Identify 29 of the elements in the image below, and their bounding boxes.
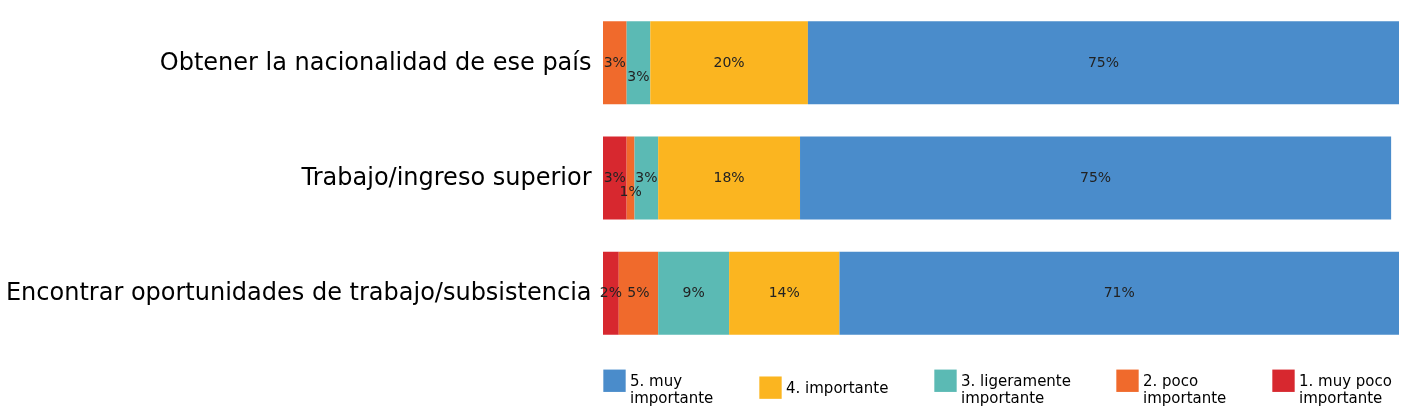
- data-label: 3%: [603, 169, 626, 185]
- data-label: 71%: [1103, 284, 1135, 301]
- data-label: 5%: [627, 284, 650, 301]
- bar: [658, 136, 801, 220]
- bar: [626, 21, 651, 105]
- legend-label: 3. ligeramente importante: [961, 371, 1071, 407]
- legend-label: 2. poco importante: [1143, 371, 1227, 407]
- bar: [839, 251, 1399, 335]
- bar: [650, 21, 808, 105]
- data-label: 14%: [768, 284, 800, 301]
- bar: [729, 251, 840, 335]
- legend-label: 5. muy importante: [630, 371, 714, 407]
- bar: [603, 21, 627, 105]
- bar: [800, 136, 1392, 220]
- data-label: 3%: [603, 53, 626, 70]
- bar: [807, 21, 1399, 105]
- data-label: 3%: [627, 67, 650, 84]
- data-label: 75%: [1080, 169, 1112, 185]
- data-label: 9%: [682, 284, 705, 301]
- data-label: 20%: [713, 53, 745, 70]
- y-tick-label: Encontrar oportunidades de trabajo/subsistencia: [5, 278, 592, 307]
- legend-label: 1. muy poco importante: [1299, 371, 1392, 407]
- bar: [658, 251, 730, 335]
- data-label: 18%: [713, 169, 745, 185]
- legend-label: 4. importante: [786, 378, 889, 397]
- y-tick-label: Obtener la nacionalidad de ese país: [159, 47, 592, 76]
- data-label: 75%: [1087, 53, 1120, 70]
- y-tick-label: Trabajo/ingreso superior: [300, 163, 592, 191]
- data-label: 3%: [635, 169, 658, 185]
